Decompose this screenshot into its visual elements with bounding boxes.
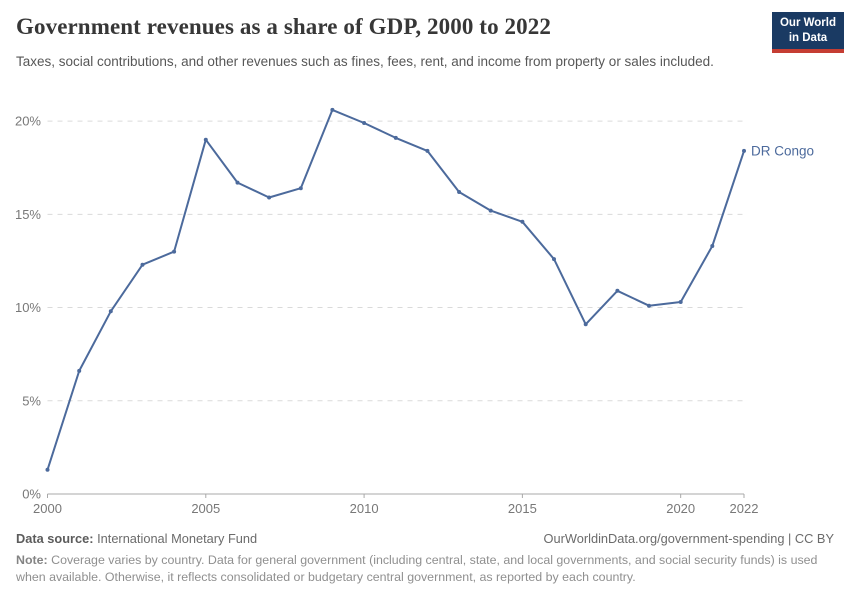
data-point[interactable] bbox=[393, 135, 398, 140]
data-point[interactable] bbox=[678, 300, 683, 304]
data-point[interactable] bbox=[203, 137, 208, 142]
data-point[interactable] bbox=[710, 244, 715, 248]
series-line[interactable] bbox=[46, 108, 745, 471]
footer-note-text: Coverage varies by country. Data for gen… bbox=[16, 553, 818, 585]
chart-footer: Data source: International Monetary Fund… bbox=[16, 531, 834, 587]
data-point[interactable] bbox=[742, 148, 746, 153]
data-point[interactable] bbox=[647, 303, 651, 308]
series-end-label[interactable]: DR Congo bbox=[751, 143, 814, 158]
y-tick-label: 5% bbox=[22, 393, 41, 408]
data-point[interactable] bbox=[362, 121, 367, 125]
data-point[interactable] bbox=[457, 190, 462, 194]
x-tick-label: 2005 bbox=[191, 501, 220, 516]
data-point[interactable] bbox=[108, 309, 113, 314]
footer-note-label: Note: bbox=[16, 553, 48, 567]
data-point[interactable] bbox=[298, 186, 303, 191]
x-tick-label: 2010 bbox=[350, 501, 379, 516]
data-point[interactable] bbox=[425, 148, 430, 153]
data-point[interactable] bbox=[267, 195, 272, 200]
y-tick-label: 10% bbox=[15, 300, 41, 315]
page-title: Government revenues as a share of GDP, 2… bbox=[16, 14, 551, 39]
x-tick-label: 2022 bbox=[730, 501, 759, 516]
x-tick-label: 2015 bbox=[508, 501, 537, 516]
owid-logo-line1: Our World bbox=[779, 17, 836, 30]
data-source: Data source: International Monetary Fund bbox=[16, 531, 257, 546]
data-point[interactable] bbox=[615, 288, 620, 293]
page-subtitle: Taxes, social contributions, and other r… bbox=[16, 54, 714, 69]
data-point[interactable] bbox=[140, 262, 145, 267]
data-point[interactable] bbox=[583, 322, 588, 327]
data-source-value: International Monetary Fund bbox=[93, 531, 258, 546]
data-point[interactable] bbox=[45, 467, 50, 472]
data-point[interactable] bbox=[552, 257, 556, 262]
line-chart[interactable]: 0% 5% 10% 15% 20% 2000 2005 2010 2015 2020 2022 DR … bbox=[0, 95, 850, 530]
footer-note: Note: Coverage varies by country. Data f… bbox=[16, 552, 834, 587]
footer-source-row: Data source: International Monetary Fund… bbox=[16, 531, 834, 546]
data-point[interactable] bbox=[235, 180, 240, 185]
owid-link[interactable]: OurWorldinData.org/government-spending |… bbox=[543, 531, 834, 546]
data-point[interactable] bbox=[520, 219, 525, 224]
data-point[interactable] bbox=[172, 249, 177, 254]
owid-logo-line2: in Data bbox=[788, 31, 828, 44]
y-tick-label: 15% bbox=[15, 207, 41, 222]
y-tick-label: 20% bbox=[15, 114, 41, 129]
data-source-label: Data source: bbox=[16, 531, 94, 546]
y-tick-label: 0% bbox=[22, 487, 41, 502]
x-tick-label: 2000 bbox=[33, 501, 62, 516]
owid-logo[interactable]: Our World in Data bbox=[772, 12, 844, 53]
data-point[interactable] bbox=[77, 368, 82, 373]
data-point[interactable] bbox=[330, 107, 335, 112]
data-point[interactable] bbox=[488, 208, 493, 213]
x-tick-label: 2020 bbox=[666, 501, 695, 516]
